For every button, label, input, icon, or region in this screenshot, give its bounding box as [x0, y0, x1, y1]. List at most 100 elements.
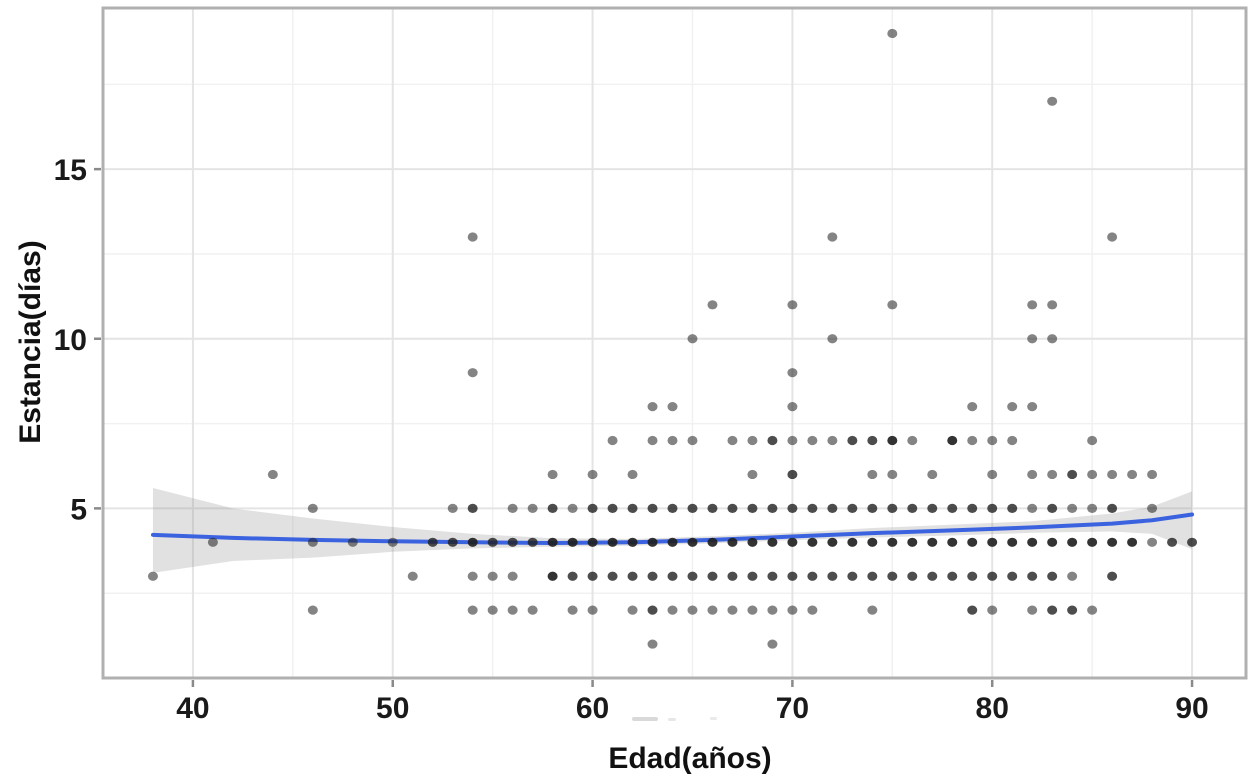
plot-panel-border: [101, 6, 1248, 680]
data-point: [1047, 537, 1058, 547]
data-point: [1027, 503, 1038, 513]
data-point: [1147, 469, 1158, 480]
data-point: [867, 435, 878, 446]
data-point: [727, 605, 738, 615]
data-point: [927, 537, 938, 547]
data-point: [787, 469, 798, 480]
compression-artifact: [632, 717, 658, 721]
data-point: [867, 503, 878, 513]
data-point: [607, 503, 618, 513]
data-point: [787, 402, 798, 412]
data-point: [687, 334, 698, 344]
data-point: [807, 605, 818, 615]
data-point: [607, 435, 618, 446]
x-tick-label: 50: [376, 692, 409, 725]
data-point: [967, 571, 978, 581]
data-point: [987, 605, 998, 615]
data-point: [1027, 334, 1038, 344]
data-point: [207, 537, 218, 547]
data-point: [667, 503, 678, 513]
data-point: [767, 503, 778, 513]
data-point: [547, 469, 558, 480]
data-point: [567, 503, 578, 513]
data-point: [1047, 503, 1058, 513]
data-point: [827, 232, 838, 242]
data-point: [1107, 232, 1118, 242]
data-point: [567, 571, 578, 581]
data-point: [887, 300, 898, 310]
data-point: [347, 537, 358, 547]
data-point: [867, 605, 878, 615]
data-point: [847, 503, 858, 513]
x-tick-label: 90: [1175, 692, 1208, 725]
data-point: [647, 571, 658, 581]
data-point: [1127, 537, 1138, 547]
data-point: [147, 571, 158, 581]
data-point: [1167, 537, 1178, 547]
data-point: [667, 571, 678, 581]
data-point: [507, 571, 518, 581]
data-point: [1047, 571, 1058, 581]
data-point: [1027, 605, 1038, 615]
data-point: [827, 334, 838, 344]
data-point: [927, 469, 938, 480]
data-point: [987, 571, 998, 581]
data-point: [707, 537, 718, 547]
data-point: [887, 537, 898, 547]
data-point: [1087, 605, 1098, 615]
data-point: [1067, 469, 1078, 480]
data-point: [1147, 503, 1158, 513]
data-point: [947, 435, 958, 446]
data-point: [787, 368, 798, 378]
data-point: [987, 469, 998, 480]
data-point: [807, 503, 818, 513]
data-point: [747, 503, 758, 513]
data-point: [627, 571, 638, 581]
data-point: [647, 639, 658, 649]
data-point: [447, 537, 458, 547]
data-point: [927, 503, 938, 513]
data-point: [547, 537, 558, 547]
data-point: [747, 435, 758, 446]
data-point: [807, 537, 818, 547]
data-point: [907, 503, 918, 513]
data-point: [387, 537, 398, 547]
data-point: [1027, 300, 1038, 310]
data-point: [827, 503, 838, 513]
data-point: [587, 537, 598, 547]
data-point: [707, 300, 718, 310]
data-point: [1107, 537, 1118, 547]
y-tick-label: 5: [70, 493, 87, 526]
data-point: [467, 537, 478, 547]
data-point: [627, 537, 638, 547]
data-point: [1087, 435, 1098, 446]
data-point: [687, 537, 698, 547]
data-point: [647, 503, 658, 513]
data-point: [967, 605, 978, 615]
data-point: [787, 503, 798, 513]
data-point: [1027, 469, 1038, 480]
data-point: [927, 571, 938, 581]
data-point: [567, 605, 578, 615]
y-tick-label: 15: [54, 154, 87, 187]
data-point: [1067, 537, 1078, 547]
data-point: [907, 571, 918, 581]
x-tick-label: 70: [776, 692, 809, 725]
data-point: [1007, 503, 1018, 513]
data-point: [1127, 469, 1138, 480]
data-point: [767, 537, 778, 547]
data-point: [987, 435, 998, 446]
data-point: [967, 503, 978, 513]
data-point: [567, 537, 578, 547]
data-point: [847, 435, 858, 446]
data-point: [587, 469, 598, 480]
data-point: [1027, 537, 1038, 547]
data-point: [767, 571, 778, 581]
data-point: [1007, 571, 1018, 581]
data-point: [427, 537, 438, 547]
data-point: [307, 537, 318, 547]
data-point: [267, 469, 278, 480]
data-point: [887, 469, 898, 480]
data-point: [1107, 571, 1118, 581]
compression-artifact: [710, 717, 717, 720]
